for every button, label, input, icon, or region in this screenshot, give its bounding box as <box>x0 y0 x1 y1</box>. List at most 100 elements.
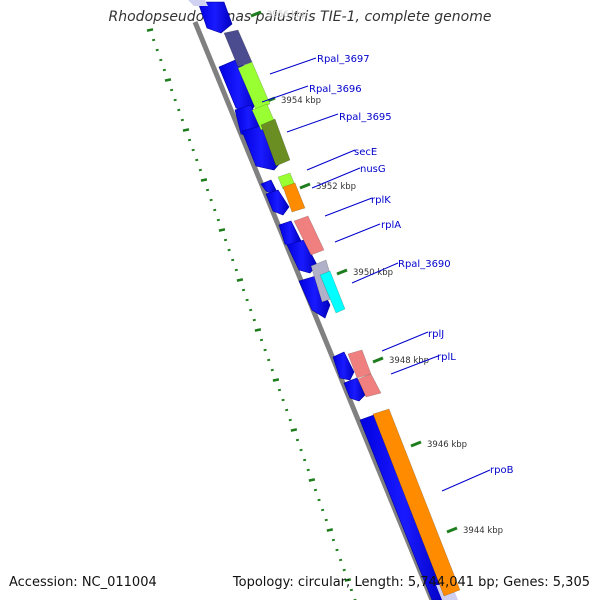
gene-leader-line <box>269 57 317 75</box>
dotted-tick-ring <box>146 28 357 600</box>
ring-tick-mark <box>195 158 199 162</box>
tick-label: 3954 kbp <box>281 96 321 106</box>
ring-tick-mark <box>234 268 238 272</box>
ring-tick-mark <box>326 528 334 532</box>
tick-label: 3946 kbp <box>427 440 467 450</box>
ring-tick-mark <box>216 218 220 222</box>
ring-tick-mark <box>267 358 271 362</box>
ring-tick-mark <box>227 248 231 252</box>
ring-tick-mark <box>241 288 246 292</box>
ring-tick-mark <box>254 328 262 332</box>
tick-label: 3952 kbp <box>316 182 356 192</box>
ring-tick-mark <box>272 378 280 382</box>
forward-strand-gene[interactable] <box>319 270 346 314</box>
genome-summary-text: Topology: circular; Length: 5,744,041 bp… <box>232 575 590 590</box>
gene-label[interactable]: rplA <box>381 220 401 231</box>
ring-tick-mark <box>177 108 181 112</box>
gene-leader-line <box>311 167 361 189</box>
reverse-strand-genes <box>188 0 458 600</box>
ring-tick-mark <box>303 458 307 462</box>
ring-tick-mark <box>335 548 339 552</box>
ring-tick-mark <box>218 228 226 232</box>
forward-strand-gene[interactable] <box>223 29 253 68</box>
gene-label[interactable]: rplK <box>371 195 391 206</box>
reverse-strand-gene[interactable] <box>359 414 449 600</box>
ring-tick-mark <box>299 448 303 452</box>
cog-colored-genes <box>223 29 461 597</box>
ring-tick-mark <box>162 68 166 72</box>
ring-tick-mark <box>288 418 292 422</box>
ring-tick-mark <box>259 338 264 342</box>
reverse-strand-gene[interactable] <box>197 1 233 34</box>
tick-label: 3956 kbp <box>267 10 307 20</box>
ring-tick-mark <box>313 488 318 492</box>
accession-text: Accession: NC_011004 <box>9 575 157 590</box>
reverse-strand-gene[interactable] <box>332 351 355 381</box>
gene-label[interactable]: Rpal_3695 <box>339 112 392 123</box>
ring-tick-mark <box>191 148 195 152</box>
ring-tick-mark <box>331 538 336 542</box>
major-tick-mark <box>250 10 262 18</box>
ring-tick-mark <box>281 398 285 402</box>
reverse-strand-gene[interactable] <box>241 125 282 171</box>
reverse-strand-gene[interactable] <box>343 377 366 402</box>
ring-tick-mark <box>252 318 256 322</box>
reverse-strand-gene[interactable] <box>265 189 290 216</box>
gene-label[interactable]: rplJ <box>428 329 444 340</box>
major-tick-mark <box>410 440 422 448</box>
tick-label: 3948 kbp <box>389 356 429 366</box>
forward-strand-gene[interactable] <box>260 118 291 167</box>
gene-label[interactable]: secE <box>354 147 377 158</box>
ring-tick-mark <box>151 38 156 42</box>
ring-tick-mark <box>344 578 352 582</box>
gene-leader-line <box>334 223 381 243</box>
major-tick-mark <box>372 356 384 364</box>
ring-tick-mark <box>146 28 154 32</box>
ring-tick-mark <box>209 198 213 202</box>
ring-tick-mark <box>349 588 354 592</box>
reverse-strand-gene[interactable] <box>298 275 331 319</box>
ring-tick-mark <box>164 78 172 82</box>
gene-leader-line <box>441 469 491 492</box>
ring-tick-mark <box>159 58 163 62</box>
gene-label[interactable]: rpoB <box>490 465 514 476</box>
gene-label[interactable]: Rpal_3690 <box>398 259 451 270</box>
ring-tick-mark <box>295 438 300 442</box>
ring-tick-mark <box>173 98 177 102</box>
gene-label[interactable]: rplL <box>437 352 456 363</box>
ring-tick-mark <box>200 178 208 182</box>
ring-tick-mark <box>169 88 174 92</box>
gene-label[interactable]: Rpal_3697 <box>317 54 370 65</box>
forward-strand-gene[interactable] <box>372 408 461 597</box>
ring-tick-mark <box>306 468 310 472</box>
ring-tick-mark <box>270 368 274 372</box>
ring-tick-mark <box>155 48 159 52</box>
faded-gene-top <box>188 0 208 6</box>
forward-strand-gene[interactable] <box>357 373 382 398</box>
tick-label: 3950 kbp <box>353 268 393 278</box>
ring-tick-mark <box>249 308 253 312</box>
ring-tick-mark <box>205 188 210 192</box>
major-tick-mark <box>446 526 458 534</box>
ring-tick-mark <box>182 128 190 132</box>
ring-tick-mark <box>317 498 321 502</box>
gene-leader-line <box>286 113 339 133</box>
ring-tick-mark <box>285 408 289 412</box>
ring-tick-mark <box>263 348 267 352</box>
ring-tick-mark <box>245 298 249 302</box>
major-tick-mark <box>299 182 311 190</box>
ring-tick-mark <box>308 478 316 482</box>
gene-label[interactable]: Rpal_3696 <box>309 84 362 95</box>
gene-leader-line <box>381 331 429 352</box>
ring-tick-mark <box>342 568 346 572</box>
ring-tick-mark <box>324 518 328 522</box>
forward-strand-gene[interactable] <box>293 215 325 256</box>
forward-strand-gene[interactable] <box>282 182 306 213</box>
ring-tick-mark <box>277 388 282 392</box>
gene-label[interactable]: nusG <box>360 164 386 175</box>
ring-tick-mark <box>198 168 202 172</box>
ring-tick-mark <box>180 118 184 122</box>
forward-strand-gene[interactable] <box>237 61 271 111</box>
